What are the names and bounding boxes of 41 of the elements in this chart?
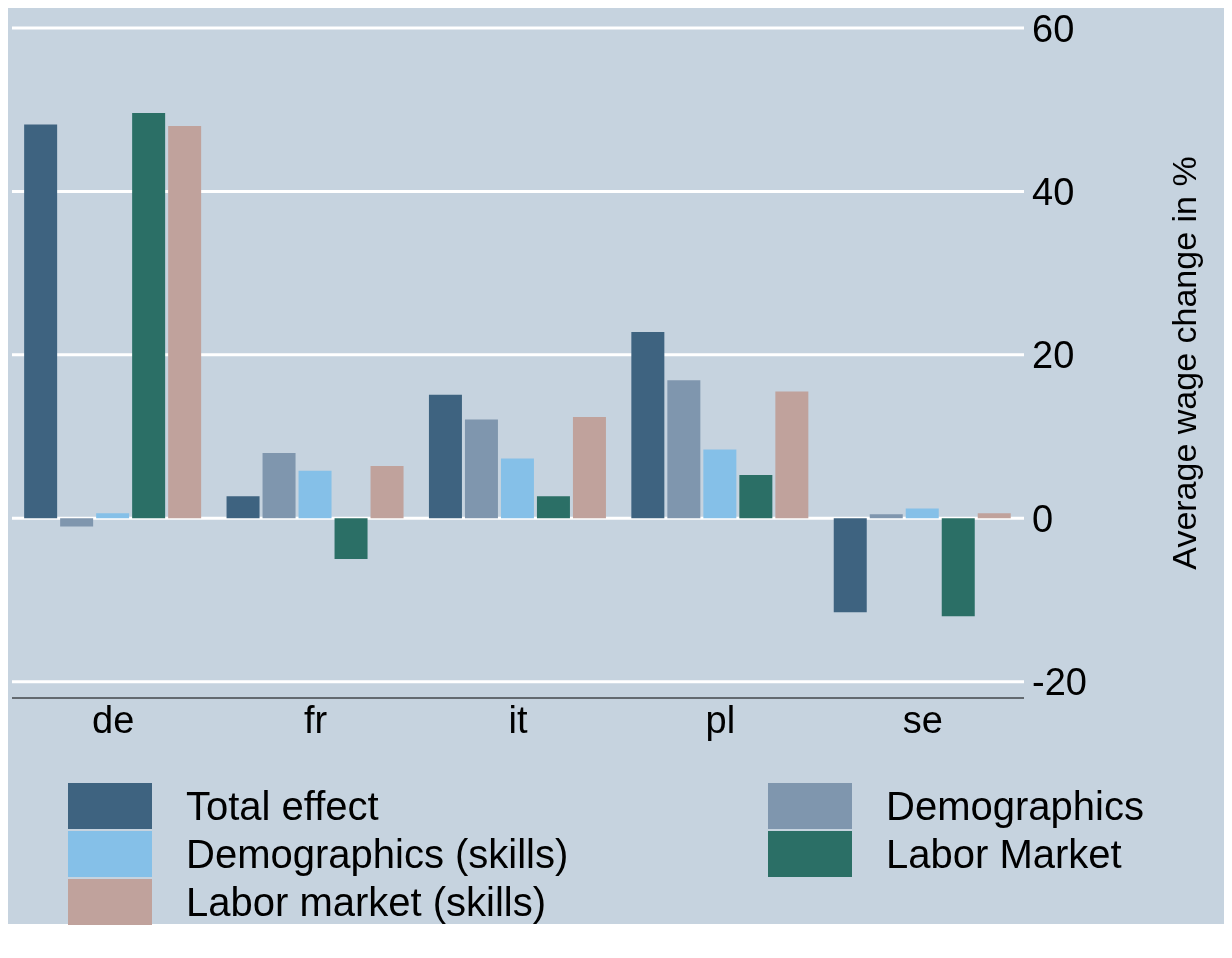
bar [869,514,903,519]
bar [262,452,296,519]
legend-label: Labor market (skills) [186,879,547,925]
bar [464,419,498,519]
y-axis-title: Average wage change in % [1165,156,1204,570]
x-tick-label: fr [303,698,328,741]
y-tick-label: 60 [1032,7,1075,50]
bar [905,508,939,519]
bar [941,518,975,617]
bar [703,449,737,519]
bar [500,458,534,519]
x-tick-label: de [92,698,135,741]
bar [667,380,701,519]
bar [168,126,202,519]
bar [334,518,368,560]
bar [132,112,166,519]
bar [226,496,260,519]
bar [572,416,606,519]
bar [428,394,462,519]
x-tick-label: se [902,698,943,741]
legend-label: Demographics (skills) [186,831,569,877]
legend-label: Demographics [886,783,1144,829]
bar [631,331,665,519]
bar [96,513,130,519]
y-tick-label: 20 [1032,334,1075,377]
bar [833,518,867,613]
bar [298,470,332,519]
y-tick-label: 0 [1032,497,1054,540]
bar [977,513,1011,519]
legend-label: Labor Market [886,831,1122,877]
bar [775,391,809,519]
y-tick-label: 40 [1032,170,1075,213]
bar [24,124,58,519]
bar [536,496,570,519]
bar [370,465,404,519]
y-tick-label: -20 [1032,661,1087,704]
bar [60,518,94,527]
bar [739,474,773,519]
legend-label: Total effect [186,783,379,829]
x-tick-label: it [508,698,528,741]
x-tick-label: pl [705,698,736,741]
